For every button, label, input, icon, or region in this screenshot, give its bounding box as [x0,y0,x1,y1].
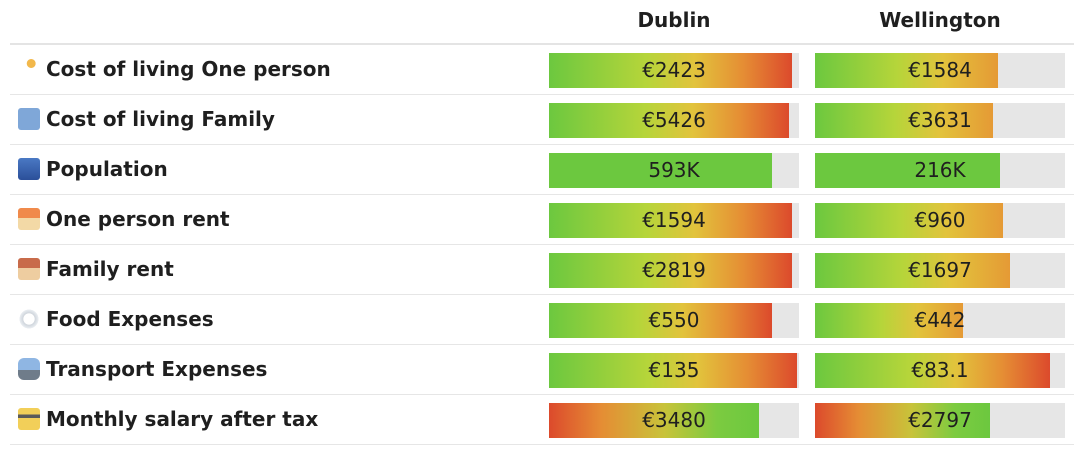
bar-fill [815,153,1000,188]
bar-value: €2797 [908,408,972,432]
dublin-value-bar: €2819 [549,253,799,288]
comparison-row: Population 593K 216K [10,145,1074,195]
bar-fill [815,353,1050,388]
row-label-text: One person rent [46,207,230,231]
bar-fill [815,253,1010,288]
person-walking-icon [18,58,40,80]
bar-fill [815,53,998,88]
comparison-row: Cost of living One person €2423 €1584 [10,45,1074,95]
bar-value: €135 [648,358,700,382]
bar-fill [549,353,797,388]
bar-value: €3631 [908,108,972,132]
bar-value: €1584 [908,58,972,82]
credit-card-icon [18,408,40,430]
bar-value: €5426 [642,108,706,132]
column-header-wellington: Wellington [879,8,1001,32]
dublin-value-bar: 593K [549,153,799,188]
comparison-row: Transport Expenses €135 €83.1 [10,345,1074,395]
row-label: Cost of living One person [18,57,331,81]
bar-value: €550 [648,308,700,332]
wellington-value-bar: €1697 [815,253,1065,288]
dublin-value-bar: €550 [549,303,799,338]
wellington-value-bar: €960 [815,203,1065,238]
comparison-row: One person rent €1594 €960 [10,195,1074,245]
bar-value: €3480 [642,408,706,432]
bar-fill [549,53,792,88]
header-divider [10,43,1074,45]
wellington-value-bar: €1584 [815,53,1065,88]
row-label-text: Cost of living One person [46,57,331,81]
bar-value: 593K [648,158,700,182]
dublin-value-bar: €5426 [549,103,799,138]
row-label: Family rent [18,257,174,281]
wellington-value-bar: €2797 [815,403,1065,438]
bar-value: 216K [914,158,966,182]
dublin-value-bar: €1594 [549,203,799,238]
row-label-text: Population [46,157,168,181]
bar-value: €1697 [908,258,972,282]
wellington-value-bar: €83.1 [815,353,1065,388]
row-label-text: Cost of living Family [46,107,275,131]
bar-fill [549,153,772,188]
bar-fill [815,303,963,338]
comparison-row: Monthly salary after tax €3480 €2797 [10,395,1074,445]
comparison-row: Food Expenses €550 €442 [10,295,1074,345]
dublin-value-bar: €3480 [549,403,799,438]
row-label: Transport Expenses [18,357,267,381]
bar-fill [549,403,759,438]
row-label-text: Monthly salary after tax [46,407,319,431]
bar-fill [549,203,792,238]
wellington-value-bar: 216K [815,153,1065,188]
bar-fill [815,403,990,438]
bar-fill [549,303,772,338]
bus-icon [18,358,40,380]
bar-value: €442 [914,308,966,332]
bar-value: €83.1 [911,358,969,382]
plate-cutlery-icon [18,308,40,330]
row-label: One person rent [18,207,230,231]
comparison-row: Cost of living Family €5426 €3631 [10,95,1074,145]
bar-fill [549,253,792,288]
wellington-value-bar: €3631 [815,103,1065,138]
bar-value: €1594 [642,208,706,232]
bar-value: €2819 [642,258,706,282]
dublin-value-bar: €2423 [549,53,799,88]
cityscape-icon [18,158,40,180]
row-label: Food Expenses [18,307,214,331]
bar-value: €960 [914,208,966,232]
house-icon [18,208,40,230]
column-header-dublin: Dublin [637,8,711,32]
row-label-text: Family rent [46,257,174,281]
bar-fill [815,203,1003,238]
bar-fill [815,103,993,138]
dublin-value-bar: €135 [549,353,799,388]
houses-icon [18,258,40,280]
family-icon [18,108,40,130]
comparison-row: Family rent €2819 €1697 [10,245,1074,295]
row-label-text: Food Expenses [46,307,214,331]
row-label: Population [18,157,168,181]
bar-value: €2423 [642,58,706,82]
wellington-value-bar: €442 [815,303,1065,338]
row-label-text: Transport Expenses [46,357,268,381]
bar-fill [549,103,789,138]
row-label: Monthly salary after tax [18,407,318,431]
row-label: Cost of living Family [18,107,275,131]
